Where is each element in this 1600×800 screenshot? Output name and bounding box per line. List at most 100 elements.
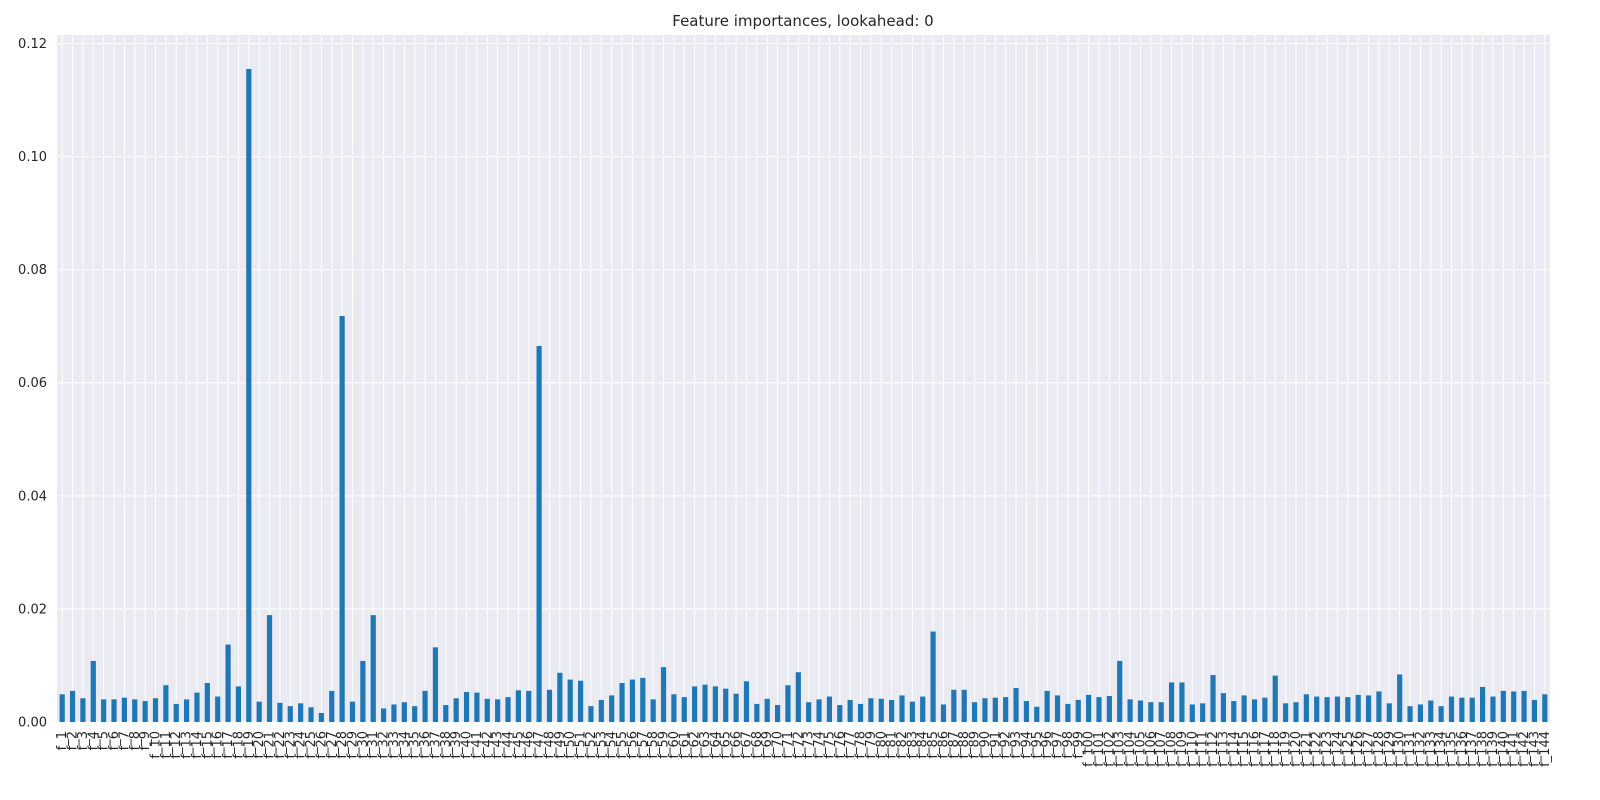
bar-f-47	[536, 345, 542, 722]
x-axis-tick-labels: f_1f_2f_3f_4f_5f_6f_7f_8f_9f_10f_11f_12f…	[55, 731, 1553, 767]
bar-f-64	[712, 686, 718, 722]
bar-f-26	[318, 712, 324, 722]
bar-f-137	[1469, 697, 1475, 722]
x-tick-label: f_140	[1496, 731, 1511, 767]
bar-f-132	[1417, 704, 1423, 722]
bar-f-118	[1272, 675, 1278, 722]
bar-f-113	[1220, 693, 1226, 722]
bar-f-56	[629, 679, 636, 722]
bar-f-63	[702, 684, 708, 722]
x-tick-label: f_105	[1133, 731, 1148, 767]
x-tick-label: f_41	[470, 731, 485, 759]
x-tick-label: f_130	[1393, 731, 1408, 767]
x-tick-label: f_8	[128, 731, 143, 750]
bar-f-25	[308, 707, 314, 722]
x-tick-label: f_91	[988, 731, 1003, 759]
bar-f-106	[1148, 702, 1154, 722]
x-tick-label: f_40	[460, 731, 475, 759]
x-tick-label: f_62	[688, 731, 703, 759]
x-tick-label: f_84	[916, 731, 931, 759]
x-tick-label: f_120	[1289, 731, 1304, 767]
x-tick-label: f_10	[148, 731, 163, 759]
grid-layer	[57, 35, 1550, 723]
x-tick-label: f_89	[968, 731, 983, 759]
x-tick-label: f_22	[273, 731, 288, 759]
x-tick-label: f_33	[387, 731, 402, 759]
bar-f-59	[660, 667, 667, 722]
bar-f-81	[889, 699, 895, 722]
bar-f-9	[142, 701, 148, 722]
x-tick-label: f_47	[532, 731, 547, 759]
x-tick-label: f_87	[947, 731, 962, 759]
bar-f-95	[1034, 706, 1040, 722]
x-tick-label: f_97	[1051, 731, 1066, 759]
bar-f-10	[152, 698, 159, 722]
x-tick-label: f_23	[283, 731, 298, 759]
bar-f-66	[733, 693, 739, 722]
x-tick-label: f_43	[491, 731, 506, 759]
bar-f-79	[868, 698, 874, 722]
x-tick-label: f_24	[294, 731, 309, 759]
x-tick-label: f_103	[1113, 731, 1128, 767]
x-tick-label: f_100	[1082, 731, 1097, 767]
x-tick-label: f_4	[86, 731, 101, 750]
x-tick-label: f_125	[1341, 731, 1356, 767]
bar-f-136	[1459, 697, 1465, 722]
bar-f-82	[899, 695, 905, 722]
x-tick-label: f_29	[345, 731, 360, 759]
bar-f-27	[329, 690, 335, 722]
x-tick-label: f_141	[1507, 731, 1522, 767]
x-tick-label: f_110	[1185, 731, 1200, 767]
bar-f-77	[847, 699, 853, 722]
bar-f-2	[69, 690, 76, 722]
x-tick-label: f_134	[1434, 731, 1449, 767]
x-tick-label: f_14	[190, 731, 205, 759]
x-tick-label: f_9	[138, 731, 153, 750]
x-tick-label: f_86	[936, 731, 951, 759]
bar-f-88	[961, 689, 967, 722]
bar-f-125	[1345, 697, 1351, 722]
x-tick-label: f_111	[1196, 731, 1211, 767]
x-tick-label: f_139	[1486, 731, 1501, 767]
bar-f-130	[1397, 674, 1403, 722]
bar-f-80	[878, 698, 884, 722]
bar-f-50	[567, 679, 573, 722]
bar-f-36	[422, 690, 428, 722]
y-tick-label: 0.12	[18, 37, 47, 52]
bar-f-41	[474, 692, 480, 722]
x-tick-label: f_136	[1455, 731, 1470, 767]
x-tick-label: f_137	[1465, 731, 1480, 767]
bar-f-128	[1376, 691, 1382, 722]
bar-f-1	[59, 694, 65, 722]
x-tick-label: f_76	[833, 731, 848, 759]
x-tick-label: f_107	[1154, 731, 1169, 767]
x-tick-label: f_26	[314, 731, 329, 759]
bar-f-30	[360, 660, 366, 722]
x-tick-label: f_79	[864, 731, 879, 759]
bar-f-91	[992, 697, 998, 722]
x-tick-label: f_50	[563, 731, 578, 759]
x-tick-label: f_68	[750, 731, 765, 759]
bar-f-14	[194, 692, 200, 722]
bar-f-74	[816, 699, 822, 722]
x-tick-label: f_121	[1299, 731, 1314, 767]
bar-f-60	[671, 694, 677, 722]
x-tick-label: f_144	[1538, 731, 1553, 767]
bar-f-67	[743, 681, 750, 722]
bar-f-131	[1407, 706, 1413, 722]
x-tick-label: f_119	[1279, 731, 1294, 767]
bar-f-54	[609, 695, 615, 722]
x-tick-label: f_51	[574, 731, 589, 759]
x-tick-label: f_72	[791, 731, 806, 759]
x-tick-label: f_58	[646, 731, 661, 759]
bar-f-62	[692, 686, 698, 722]
bar-f-18	[235, 686, 242, 722]
bar-f-39	[453, 698, 459, 722]
bar-f-96	[1044, 690, 1050, 722]
x-tick-label: f_12	[169, 731, 184, 759]
y-tick-label: 0.06	[18, 376, 47, 391]
bar-f-71	[785, 685, 791, 722]
x-tick-label: f_65	[719, 731, 734, 759]
bar-f-57	[640, 677, 646, 722]
